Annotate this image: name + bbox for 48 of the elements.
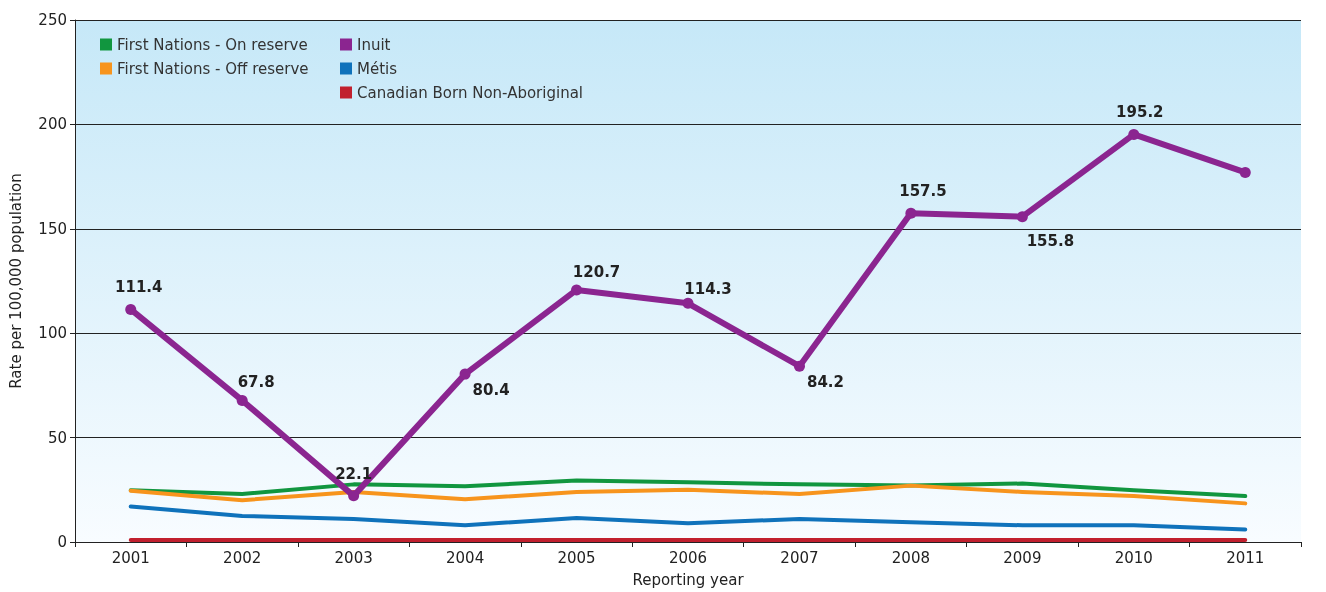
- x-tick-label: 2006: [668, 548, 708, 567]
- data-label: 80.4: [472, 381, 510, 400]
- line-series: [128, 478, 1248, 499]
- point: [793, 360, 805, 372]
- y-axis-title: Rate per 100,000 population: [6, 173, 25, 389]
- x-tick-label: 2011: [1226, 548, 1265, 567]
- point: [905, 207, 917, 219]
- x-tick-label: 2003: [334, 548, 373, 567]
- data-label: 195.2: [1116, 103, 1164, 122]
- x-tick-label: 2001: [111, 548, 150, 567]
- y-tick-label: 150: [38, 219, 67, 238]
- line-series: [128, 483, 1248, 506]
- data-label: 114.3: [684, 280, 732, 299]
- data-label: 157.5: [899, 182, 947, 201]
- data-label: 155.8: [1026, 231, 1075, 250]
- point: [1239, 166, 1251, 178]
- x-tick-label: 2009: [1003, 548, 1042, 567]
- legend-label: Inuit: [357, 35, 391, 54]
- point: [571, 284, 583, 296]
- point: [348, 490, 360, 502]
- x-tick-label: 2007: [780, 548, 819, 567]
- legend-label: First Nations - On reserve: [117, 35, 308, 54]
- data-label: 120.7: [572, 262, 621, 281]
- y-tick-label: 0: [57, 533, 67, 551]
- x-tick-label: 2010: [1114, 548, 1153, 567]
- point: [1016, 211, 1028, 223]
- x-tick-label: 2005: [557, 548, 596, 567]
- x-tick-label: 2004: [446, 548, 485, 567]
- data-label: 111.4: [115, 278, 163, 297]
- legend-label: Canadian Born Non-Aboriginal: [357, 83, 584, 102]
- data-label: 67.8: [237, 373, 275, 392]
- y-tick-label: 100: [38, 324, 67, 343]
- y-tick-label: 250: [38, 11, 67, 29]
- point: [125, 303, 137, 315]
- y-tick-label: 200: [38, 115, 67, 134]
- line-series: [128, 504, 1248, 532]
- data-label: 22.1: [335, 464, 373, 483]
- x-axis-title: Reporting year: [632, 570, 745, 589]
- data-label: 84.2: [806, 373, 844, 392]
- point: [682, 297, 694, 309]
- point: [1128, 128, 1140, 140]
- legend-label: First Nations - Off reserve: [117, 59, 309, 78]
- x-tick-label: 2008: [891, 548, 930, 567]
- x-tick-label: 2002: [223, 548, 262, 567]
- y-tick-label: 50: [47, 428, 67, 447]
- point: [459, 368, 471, 380]
- legend-label: Métis: [357, 59, 398, 78]
- point: [236, 394, 248, 406]
